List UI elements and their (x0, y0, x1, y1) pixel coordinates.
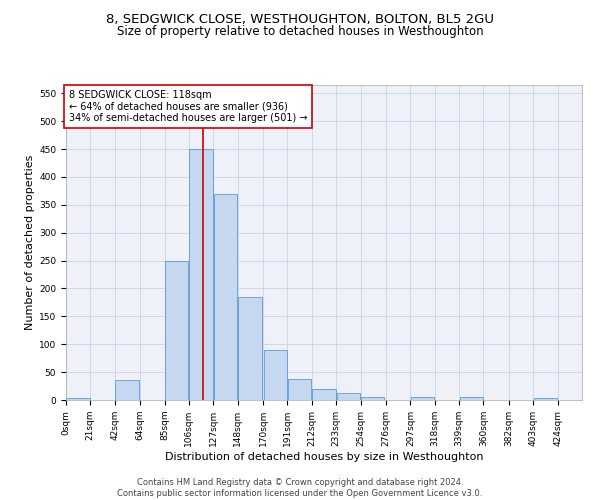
Text: 8 SEDGWICK CLOSE: 118sqm
← 64% of detached houses are smaller (936)
34% of semi-: 8 SEDGWICK CLOSE: 118sqm ← 64% of detach… (68, 90, 307, 123)
Bar (190, 149, 213, 400)
Y-axis label: Number of detached properties: Number of detached properties (25, 155, 35, 330)
Bar (534, 398, 557, 400)
Bar (115, 380, 139, 400)
Bar (263, 350, 287, 400)
Bar (411, 397, 434, 400)
Bar (288, 379, 311, 400)
Text: Size of property relative to detached houses in Westhoughton: Size of property relative to detached ho… (116, 25, 484, 38)
Bar (361, 396, 385, 400)
Text: 8, SEDGWICK CLOSE, WESTHOUGHTON, BOLTON, BL5 2GU: 8, SEDGWICK CLOSE, WESTHOUGHTON, BOLTON,… (106, 12, 494, 26)
Bar (165, 260, 188, 400)
Bar (337, 394, 360, 400)
Bar (238, 297, 262, 400)
Text: Contains HM Land Registry data © Crown copyright and database right 2024.
Contai: Contains HM Land Registry data © Crown c… (118, 478, 482, 498)
Bar (214, 194, 237, 400)
Bar (312, 389, 336, 400)
X-axis label: Distribution of detached houses by size in Westhoughton: Distribution of detached houses by size … (165, 452, 483, 462)
Bar (67, 398, 90, 400)
Bar (460, 396, 483, 400)
